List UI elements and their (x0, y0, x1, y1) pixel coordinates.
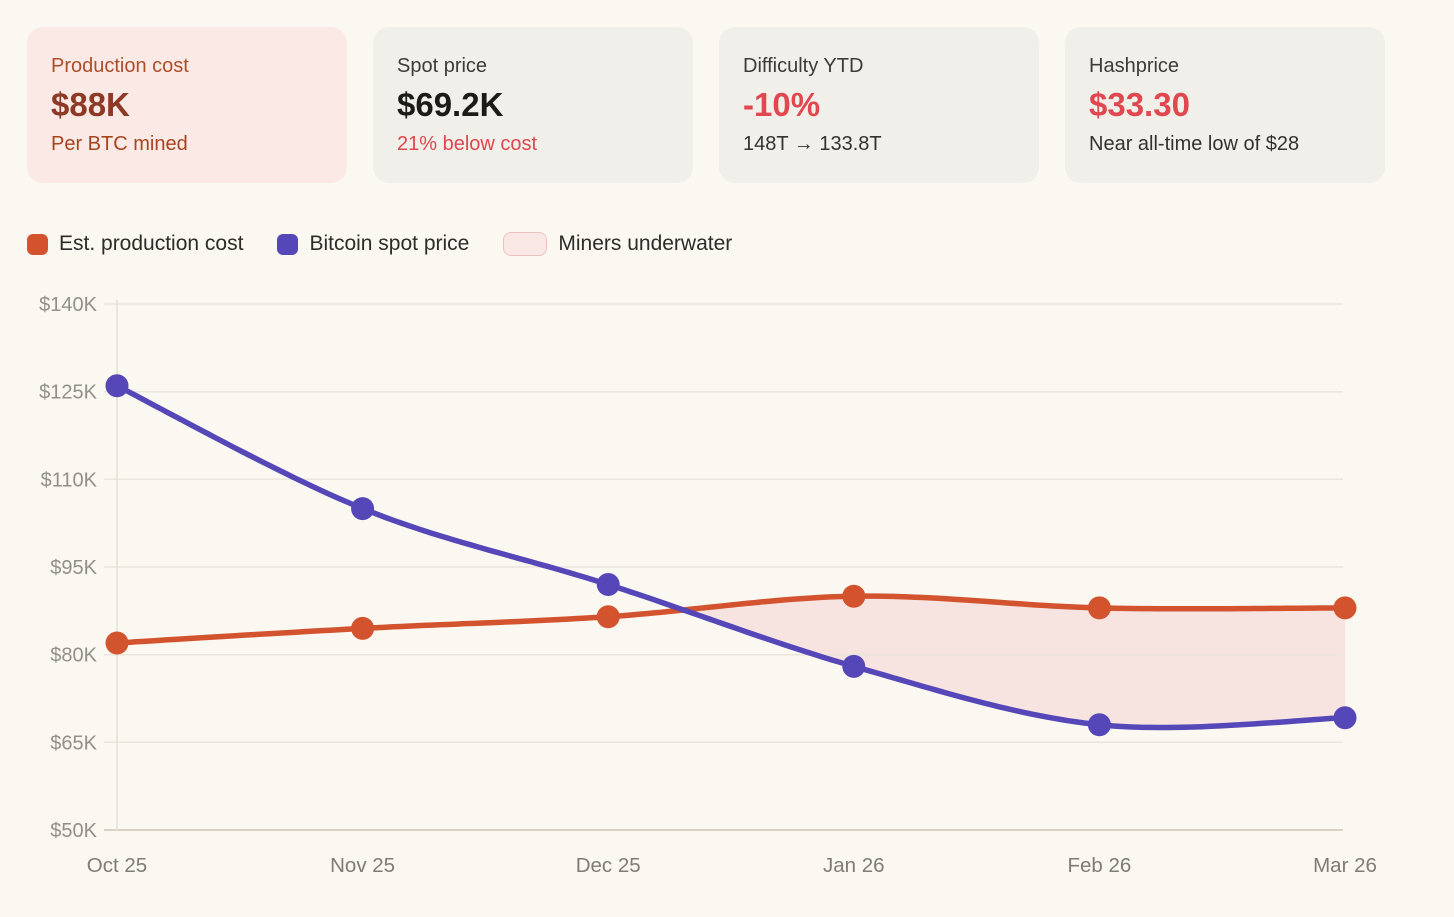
production-cost-point (1333, 596, 1357, 620)
stat-card-production-cost: Production cost $88K Per BTC mined (27, 27, 347, 183)
stats-row: Production cost $88K Per BTC mined Spot … (27, 27, 1385, 183)
stat-card-spot-price: Spot price $69.2K 21% below cost (373, 27, 693, 183)
spot-price-point (351, 497, 375, 521)
legend-label: Est. production cost (59, 232, 244, 255)
y-axis-tick-label: $50K (50, 820, 97, 842)
legend-label: Miners underwater (558, 232, 733, 255)
stat-value: $69.2K (397, 86, 504, 123)
y-axis-tick-label: $95K (50, 557, 97, 579)
production-cost-point (842, 584, 866, 608)
spot-price-point (842, 654, 866, 678)
production-cost-line (114, 593, 1348, 646)
miners-underwater-area (683, 596, 1345, 728)
spot-price-point (105, 374, 129, 398)
stat-title: Production cost (51, 55, 189, 77)
production-cost-point (596, 605, 620, 629)
stat-card-hashprice: Hashprice $33.30 Near all-time low of $2… (1065, 27, 1385, 183)
legend-label: Bitcoin spot price (309, 232, 470, 255)
spot-swatch-icon (277, 233, 299, 255)
legend-item-spot-price: Bitcoin spot price (277, 232, 469, 256)
stat-subtitle: 148T → 133.8T (743, 133, 882, 155)
stat-value: $88K (51, 86, 130, 123)
legend-item-production-cost: Est. production cost (27, 232, 243, 256)
x-axis-tick-label: Oct 25 (87, 854, 147, 877)
production-cost-point (105, 631, 129, 655)
production-cost-point (351, 616, 375, 640)
chart-legend: Est. production cost Bitcoin spot price … (27, 232, 732, 256)
stat-value: -10% (743, 86, 821, 123)
stat-title: Spot price (397, 55, 488, 77)
stat-subtitle: 21% below cost (397, 133, 538, 155)
spot-price-point (1087, 713, 1111, 737)
stat-value: $33.30 (1089, 86, 1190, 123)
legend-item-miners-underwater: Miners underwater (503, 232, 732, 256)
x-axis-tick-label: Nov 25 (330, 854, 395, 877)
y-axis-tick-label: $65K (50, 732, 97, 754)
spot-price-point (1333, 706, 1357, 730)
price-vs-cost-chart: $50K $65K $80K $95K $110K $125K $140K Oct 25 Nov… (0, 280, 1454, 912)
y-axis-tick-label: $110K (41, 469, 98, 491)
production-cost-point (1087, 596, 1111, 620)
x-axis-tick-label: Mar 26 (1313, 854, 1377, 877)
x-axis-tick-label: Feb 26 (1067, 854, 1131, 877)
stat-title: Hashprice (1089, 55, 1180, 77)
x-axis-tick-label: Dec 25 (576, 854, 641, 877)
y-axis-tick-label: $80K (50, 645, 97, 667)
stat-title: Difficulty YTD (743, 55, 864, 77)
stat-card-difficulty: Difficulty YTD -10% 148T → 133.8T (719, 27, 1039, 183)
y-axis-tick-label: $140K (39, 294, 97, 316)
spot-price-line (114, 383, 1348, 731)
cost-swatch-icon (27, 233, 48, 255)
stat-subtitle: Per BTC mined (51, 133, 188, 155)
stat-subtitle: Near all-time low of $28 (1089, 133, 1300, 155)
x-axis-tick-label: Jan 26 (823, 854, 885, 877)
underwater-swatch-icon (503, 232, 548, 256)
spot-price-point (596, 573, 620, 596)
y-axis-tick-label: $125K (39, 382, 97, 404)
chart-canvas: $50K $65K $80K $95K $110K $125K $140K Oct 25 Nov… (39, 294, 1377, 877)
